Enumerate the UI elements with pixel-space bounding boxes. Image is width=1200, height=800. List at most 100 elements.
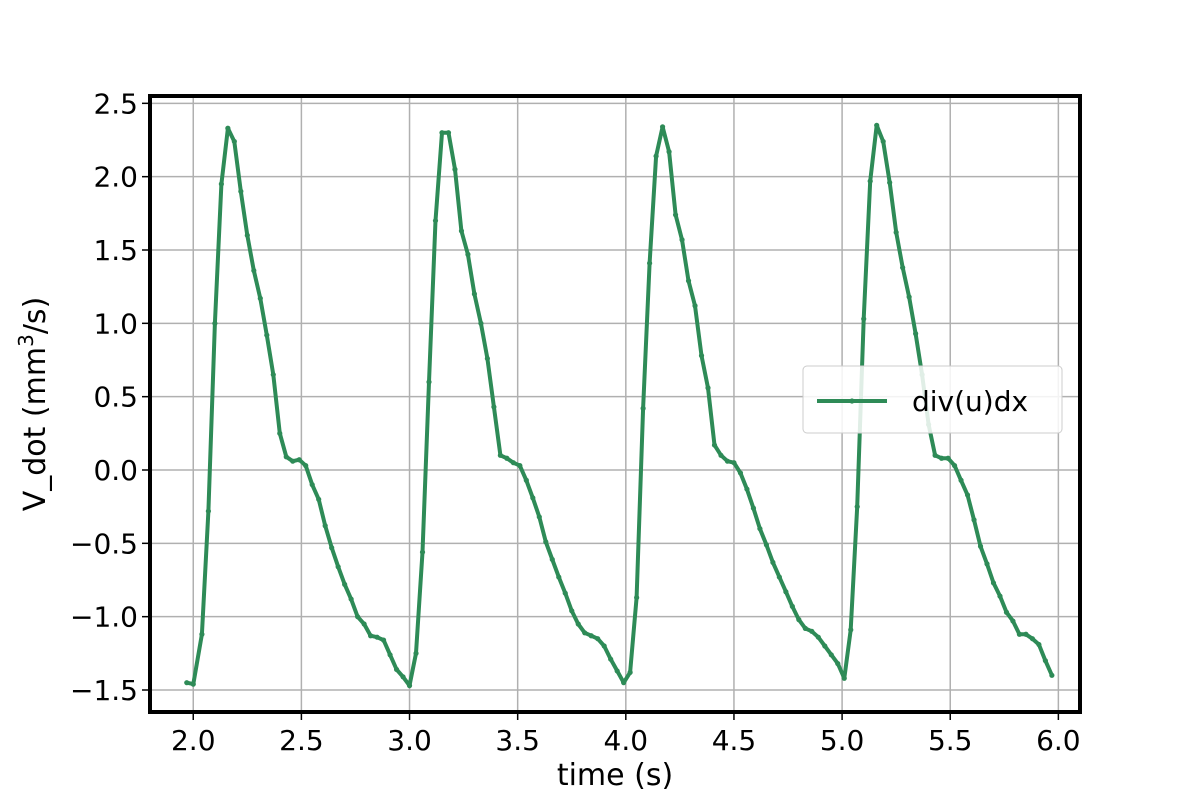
legend-label: div(u)dx <box>912 385 1028 418</box>
data-point <box>190 681 196 687</box>
data-point <box>588 633 594 639</box>
x-tick-label: 6.0 <box>1036 724 1081 757</box>
data-point <box>640 405 646 411</box>
y-axis-label-main: V_dot (mm <box>18 347 53 511</box>
y-tick-label: 0.5 <box>93 381 138 414</box>
data-point <box>368 633 374 639</box>
data-point <box>848 627 854 633</box>
series-layer <box>184 122 1055 689</box>
data-point <box>556 574 562 580</box>
x-tick-label: 2.5 <box>279 724 324 757</box>
data-point <box>497 452 503 458</box>
data-point <box>841 675 847 681</box>
data-point <box>789 603 795 610</box>
data-point <box>964 492 971 498</box>
data-point <box>906 294 912 300</box>
data-point <box>510 460 516 466</box>
y-tick-label: 2.0 <box>93 161 138 194</box>
data-point <box>536 514 542 520</box>
data-point <box>861 316 867 322</box>
data-point <box>608 656 614 662</box>
y-axis-label-tail: /s) <box>18 297 53 334</box>
data-point <box>893 229 899 235</box>
x-tick-label: 5.5 <box>928 724 973 757</box>
data-point <box>212 320 218 326</box>
data-point <box>653 153 659 159</box>
data-point <box>1049 672 1055 678</box>
data-point <box>471 291 478 297</box>
data-point <box>530 495 536 501</box>
data-point <box>601 643 607 649</box>
data-point <box>1023 631 1029 637</box>
data-point <box>977 543 984 549</box>
x-axis-label: time (s) <box>557 758 673 793</box>
data-point <box>796 617 802 623</box>
data-point <box>380 637 387 643</box>
data-point <box>809 628 815 634</box>
data-point <box>776 574 782 580</box>
data-point <box>413 650 419 656</box>
data-point <box>283 454 289 460</box>
y-tick-label: 1.5 <box>93 234 138 267</box>
data-point <box>238 188 244 194</box>
data-point <box>867 178 873 184</box>
data-point <box>1029 636 1036 642</box>
y-tick-label: 1.0 <box>93 307 138 340</box>
y-tick-label: −1.0 <box>70 601 138 634</box>
data-point <box>1010 618 1016 624</box>
data-point <box>666 149 672 155</box>
plot-frame <box>148 94 1082 714</box>
data-point <box>569 608 575 614</box>
y-tick-label: −0.5 <box>70 527 138 560</box>
data-point <box>763 542 769 548</box>
data-point <box>504 455 510 461</box>
data-point <box>634 595 640 601</box>
y-tick-label: 0.0 <box>93 454 138 487</box>
data-point <box>517 463 523 469</box>
data-point <box>251 267 257 274</box>
data-point <box>685 278 692 284</box>
x-tick-label: 2.0 <box>171 724 216 757</box>
data-point <box>374 634 380 640</box>
data-point <box>225 125 231 131</box>
data-point <box>595 636 601 642</box>
data-point <box>406 683 413 689</box>
data-point <box>757 526 763 532</box>
data-point <box>582 630 588 636</box>
data-point <box>887 179 893 186</box>
data-point <box>342 581 348 588</box>
data-point <box>257 295 263 301</box>
data-point <box>997 593 1003 599</box>
data-point <box>1016 631 1023 637</box>
y-axis-label-superscript: 3 <box>14 334 38 347</box>
data-point <box>783 589 789 595</box>
data-point <box>361 621 367 627</box>
data-point <box>419 549 426 555</box>
data-point <box>303 463 309 469</box>
data-point <box>621 680 627 686</box>
data-point <box>913 331 919 337</box>
data-point <box>737 470 744 476</box>
data-point <box>348 596 354 602</box>
data-point <box>958 477 964 483</box>
data-point <box>1036 641 1042 648</box>
data-point <box>835 661 841 667</box>
data-point <box>452 166 458 172</box>
data-point <box>575 621 581 627</box>
data-point <box>990 580 997 586</box>
data-point <box>400 674 406 680</box>
data-point <box>718 452 724 458</box>
data-point <box>264 332 270 338</box>
data-point <box>465 251 471 257</box>
data-point <box>731 460 737 466</box>
data-point <box>647 260 653 266</box>
data-point <box>484 355 490 362</box>
data-point <box>549 556 555 563</box>
legend: div(u)dx <box>802 365 1063 434</box>
data-point <box>802 625 808 632</box>
data-point <box>290 458 296 464</box>
data-point <box>231 138 237 145</box>
y-axis-label: V_dot (mm3/s) <box>14 297 53 512</box>
data-point <box>316 496 322 502</box>
data-point <box>296 457 302 463</box>
